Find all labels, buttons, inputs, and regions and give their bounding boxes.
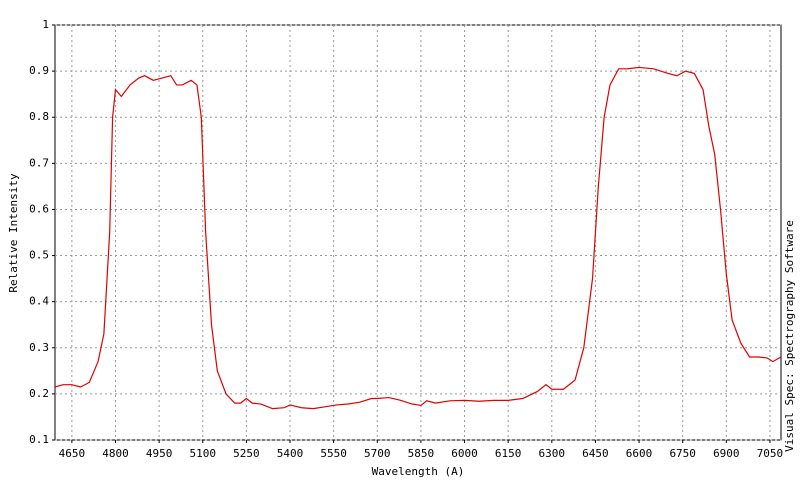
x-tick-label: 5250 xyxy=(233,447,260,460)
spectrum-line xyxy=(54,66,782,410)
x-tick-label: 7050 xyxy=(757,447,784,460)
y-tick-label: 0.1 xyxy=(29,433,49,446)
y-tick-label: 0.5 xyxy=(29,249,49,262)
y-tick-label: 0.9 xyxy=(29,64,49,77)
plot-frame xyxy=(54,24,782,441)
y-tick-label: 0.8 xyxy=(29,110,49,123)
y-axis-label: Relative Intensity xyxy=(7,173,20,293)
x-tick-label: 4650 xyxy=(59,447,86,460)
x-tick-label: 6300 xyxy=(539,447,566,460)
y-tick-label: 0.3 xyxy=(29,341,49,354)
x-tick-label: 5550 xyxy=(320,447,347,460)
x-axis-label: Wavelength (A) xyxy=(372,465,465,478)
y-tick-label: 0.7 xyxy=(29,156,49,169)
x-tick-label: 5700 xyxy=(364,447,391,460)
y-tick-label: 0.6 xyxy=(29,202,49,215)
y-tick-label: 0.2 xyxy=(29,387,49,400)
x-tick-label: 6000 xyxy=(451,447,478,460)
x-tick-label: 4800 xyxy=(102,447,129,460)
side-text: Visual Spec: Spectrography Software xyxy=(783,220,796,452)
x-tick-label: 6600 xyxy=(626,447,653,460)
y-tick-label: 1 xyxy=(42,18,49,31)
x-tick-label: 5100 xyxy=(190,447,217,460)
x-tick-label: 6150 xyxy=(495,447,522,460)
x-tick-label: 6750 xyxy=(669,447,696,460)
x-tick-label: 5400 xyxy=(277,447,304,460)
x-tick-label: 6450 xyxy=(582,447,609,460)
x-tick-label: 4950 xyxy=(146,447,173,460)
y-tick-label: 0.4 xyxy=(29,295,49,308)
x-tick-label: 5850 xyxy=(408,447,435,460)
x-tick-label: 6900 xyxy=(713,447,740,460)
